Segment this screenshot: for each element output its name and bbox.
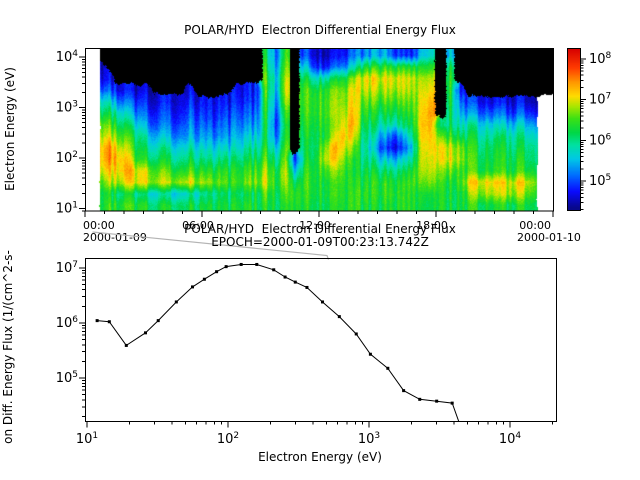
data-point-marker: [255, 262, 259, 266]
data-point-marker: [462, 434, 465, 437]
bottom-x-tick-label: 102: [217, 431, 239, 447]
epoch-label: EPOCH=2000-01-09T00:23:13.742Z: [211, 235, 429, 249]
colorbar-tick-label: 105: [589, 173, 611, 189]
top-x-tick-label: 18:00: [416, 219, 448, 232]
data-point-marker: [402, 389, 406, 393]
bottom-chart-title: POLAR/HYD Electron Differential Energy F…: [184, 222, 456, 236]
top-x-tick-label: 06:00: [182, 219, 214, 232]
data-point-marker: [156, 319, 160, 323]
top-x-tick-label: 12:00: [299, 219, 331, 232]
data-point-marker: [337, 315, 341, 319]
data-point-marker: [293, 280, 297, 284]
data-point-marker: [107, 320, 111, 324]
data-point-marker: [450, 401, 454, 405]
top-chart-title: POLAR/HYD Electron Differential Energy F…: [184, 23, 456, 37]
data-point-marker: [190, 285, 194, 289]
top-x-tick-label: 00:00: [83, 219, 115, 232]
bottom-x-axis-label: Electron Energy (eV): [258, 450, 382, 464]
data-point-marker: [418, 397, 422, 401]
spectrum-curve: [95, 262, 465, 437]
top-y-axis-label: Electron Energy (eV): [3, 67, 17, 191]
data-point-marker: [95, 319, 99, 323]
data-point-marker: [202, 277, 206, 281]
top-y-tick-label: 103: [56, 100, 78, 116]
bottom-y-tick-label: 106: [56, 315, 79, 331]
bottom-y-tick-label: 107: [56, 260, 78, 276]
top-plot-box: [85, 48, 554, 212]
data-point-marker: [215, 270, 219, 274]
spectrum-line: [97, 264, 460, 422]
date-label-right: 2000-01-10: [517, 231, 581, 244]
data-point-marker: [435, 399, 439, 403]
colorbar-tick-label: 106: [589, 132, 612, 148]
data-point-marker: [354, 332, 358, 336]
data-point-marker: [124, 343, 128, 347]
data-point-marker: [368, 352, 372, 356]
data-point-marker: [272, 268, 276, 272]
bottom-x-tick-label: 103: [358, 431, 380, 447]
bottom-x-tick-label: 101: [76, 431, 98, 447]
top-y-tick-label: 101: [56, 200, 78, 216]
data-point-marker: [305, 285, 309, 289]
data-point-marker: [144, 331, 148, 335]
bottom-y-axis-label: on Diff. Energy Flux (1/(cm^2-s-: [1, 250, 15, 444]
data-point-marker: [224, 265, 228, 269]
bottom-x-tick-label: 104: [499, 431, 522, 447]
colorbar-canvas: [568, 49, 580, 210]
data-point-marker: [174, 300, 178, 304]
top-y-tick-label: 104: [56, 49, 79, 65]
bottom-plot-box: [85, 258, 557, 422]
top-y-tick-label: 102: [56, 150, 78, 166]
data-point-marker: [239, 262, 243, 266]
data-point-marker: [386, 366, 390, 370]
colorbar-tick-label: 108: [589, 51, 612, 67]
colorbar-box: [567, 48, 581, 211]
data-point-marker: [283, 275, 287, 279]
top-x-tick-label: 00:00: [519, 219, 551, 232]
colorbar-tick-label: 107: [589, 92, 611, 108]
bottom-y-tick-label: 105: [56, 370, 78, 386]
date-label-left: 2000-01-09: [83, 231, 147, 244]
data-point-marker: [321, 300, 325, 304]
spectrogram-canvas: [86, 49, 553, 211]
